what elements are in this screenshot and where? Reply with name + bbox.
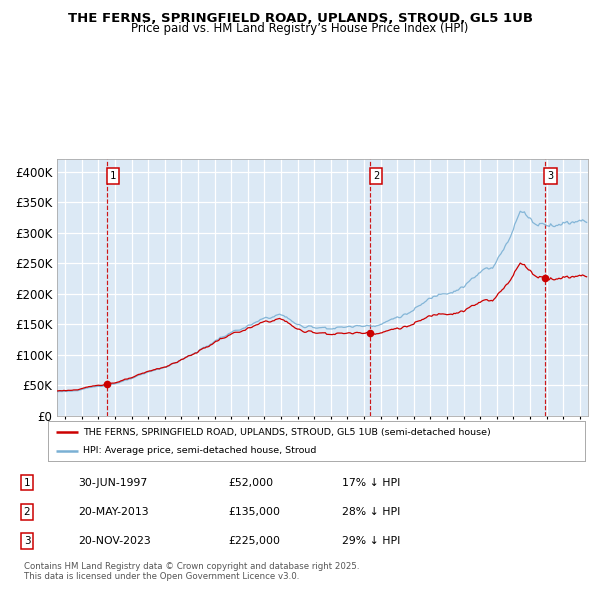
Text: THE FERNS, SPRINGFIELD ROAD, UPLANDS, STROUD, GL5 1UB (semi-detached house): THE FERNS, SPRINGFIELD ROAD, UPLANDS, ST… [83, 428, 491, 437]
Text: 20-NOV-2023: 20-NOV-2023 [78, 536, 151, 546]
Text: 29% ↓ HPI: 29% ↓ HPI [342, 536, 400, 546]
Text: THE FERNS, SPRINGFIELD ROAD, UPLANDS, STROUD, GL5 1UB: THE FERNS, SPRINGFIELD ROAD, UPLANDS, ST… [67, 12, 533, 25]
Text: 3: 3 [547, 171, 554, 181]
Text: 2: 2 [373, 171, 379, 181]
Text: £225,000: £225,000 [228, 536, 280, 546]
Text: HPI: Average price, semi-detached house, Stroud: HPI: Average price, semi-detached house,… [83, 446, 316, 455]
Text: 17% ↓ HPI: 17% ↓ HPI [342, 477, 400, 487]
Text: 28% ↓ HPI: 28% ↓ HPI [342, 507, 400, 517]
Text: £135,000: £135,000 [228, 507, 280, 517]
Text: Contains HM Land Registry data © Crown copyright and database right 2025.
This d: Contains HM Land Registry data © Crown c… [24, 562, 359, 581]
Text: 2: 2 [23, 507, 31, 517]
Text: 30-JUN-1997: 30-JUN-1997 [78, 477, 147, 487]
Text: 1: 1 [23, 477, 31, 487]
Text: Price paid vs. HM Land Registry’s House Price Index (HPI): Price paid vs. HM Land Registry’s House … [131, 22, 469, 35]
Text: 20-MAY-2013: 20-MAY-2013 [78, 507, 149, 517]
Text: 1: 1 [109, 171, 116, 181]
Text: 3: 3 [23, 536, 31, 546]
Text: £52,000: £52,000 [228, 477, 273, 487]
